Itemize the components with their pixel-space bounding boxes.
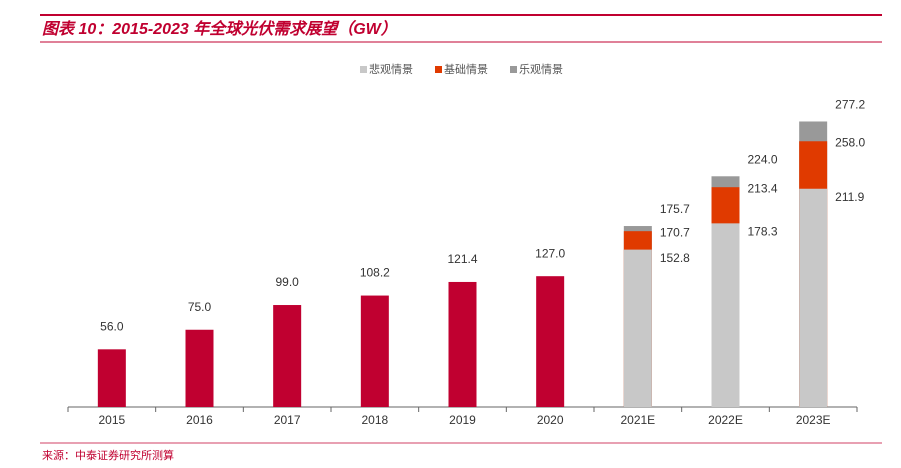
value-label: 178.3: [748, 225, 778, 239]
legend-label: 基础情景: [444, 63, 488, 76]
legend-swatch: [360, 66, 367, 73]
x-tick-label: 2019: [449, 413, 476, 427]
bar: [536, 276, 565, 407]
x-tick-label: 2016: [186, 413, 213, 427]
x-tick-label: 2020: [537, 413, 564, 427]
value-label: 213.4: [748, 181, 778, 195]
bar: [799, 188, 828, 407]
bar: [623, 249, 652, 407]
value-label: 175.7: [660, 202, 690, 216]
value-label: 152.8: [660, 251, 690, 265]
value-label: 99.0: [275, 275, 299, 289]
value-label: 224.0: [748, 152, 778, 166]
x-tick-label: 2021E: [620, 413, 655, 427]
bar: [273, 305, 302, 407]
bar: [448, 281, 477, 407]
value-label: 170.7: [660, 225, 690, 239]
chart-title: 图表 10：2015-2023 年全球光伏需求展望（GW）: [42, 19, 397, 38]
value-label: 127.0: [535, 246, 565, 260]
x-tick-label: 2022E: [708, 413, 743, 427]
value-label: 75.0: [188, 300, 212, 314]
bar: [185, 329, 214, 407]
value-label: 277.2: [835, 98, 865, 112]
legend-label: 乐观情景: [519, 63, 563, 76]
x-tick-label: 2015: [98, 413, 125, 427]
legend: 悲观情景 基础情景 乐观情景: [360, 62, 563, 76]
legend-swatch: [510, 66, 517, 73]
x-tick-label: 2017: [274, 413, 301, 427]
legend-swatch: [435, 66, 442, 73]
x-tick-label: 2018: [361, 413, 388, 427]
x-tick-label: 2023E: [796, 413, 831, 427]
value-label: 121.4: [447, 252, 477, 266]
bar: [711, 223, 740, 407]
source: 来源：中泰证券研究所测算: [42, 448, 174, 462]
legend-label: 悲观情景: [369, 62, 413, 76]
value-label: 258.0: [835, 135, 865, 149]
bar: [97, 349, 126, 407]
value-label: 56.0: [100, 319, 124, 333]
value-label: 108.2: [360, 266, 390, 280]
bar: [360, 295, 389, 407]
value-label: 211.9: [835, 190, 864, 204]
